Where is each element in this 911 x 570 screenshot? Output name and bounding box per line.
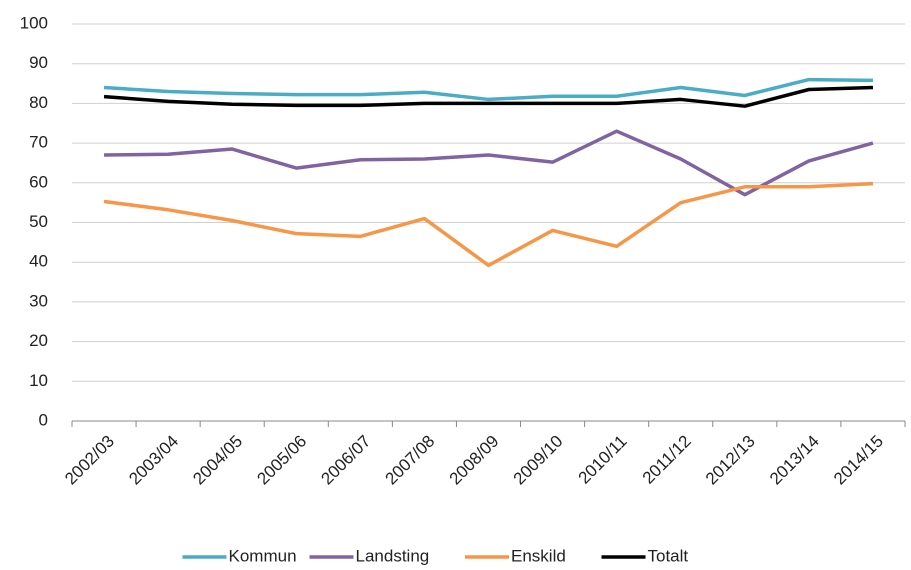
legend-label: Landsting: [356, 546, 430, 565]
y-tick-label: 60: [29, 172, 48, 191]
x-tick-label: 2004/05: [189, 432, 246, 489]
x-tick-label: 2014/15: [830, 432, 887, 489]
x-tick-label: 2008/09: [446, 432, 503, 489]
y-tick-label: 90: [29, 53, 48, 72]
y-tick-label: 80: [29, 93, 48, 112]
y-tick-label: 0: [39, 410, 48, 429]
x-tick-label: 2003/04: [125, 432, 182, 489]
x-tick-label: 2012/13: [702, 432, 759, 489]
x-tick-label: 2006/07: [317, 432, 374, 489]
line-series: [103, 77, 873, 102]
legend-label: Kommun: [229, 546, 297, 565]
y-tick-label: 20: [29, 331, 48, 350]
x-tick-label: 2005/06: [253, 432, 310, 489]
line-series: [103, 181, 874, 268]
x-tick-label: 2007/08: [382, 432, 439, 489]
legend-label: Totalt: [648, 546, 689, 565]
x-tick-label: 2002/03: [61, 432, 118, 489]
y-tick-label: 70: [29, 133, 48, 152]
y-tick-label: 10: [29, 371, 48, 390]
line-series: [103, 85, 874, 108]
y-tick-label: 50: [29, 212, 48, 231]
legend-label: Enskild: [511, 546, 566, 565]
y-tick-label: 40: [29, 252, 48, 271]
y-tick-label: 30: [29, 291, 48, 310]
line-series: [104, 129, 874, 197]
x-tick-label: 2013/14: [766, 432, 823, 489]
x-tick-label: 2011/12: [639, 432, 695, 488]
x-tick-label: 2010/11: [575, 432, 631, 488]
y-tick-label: 100: [20, 13, 48, 32]
x-tick-label: 2009/10: [510, 432, 567, 489]
